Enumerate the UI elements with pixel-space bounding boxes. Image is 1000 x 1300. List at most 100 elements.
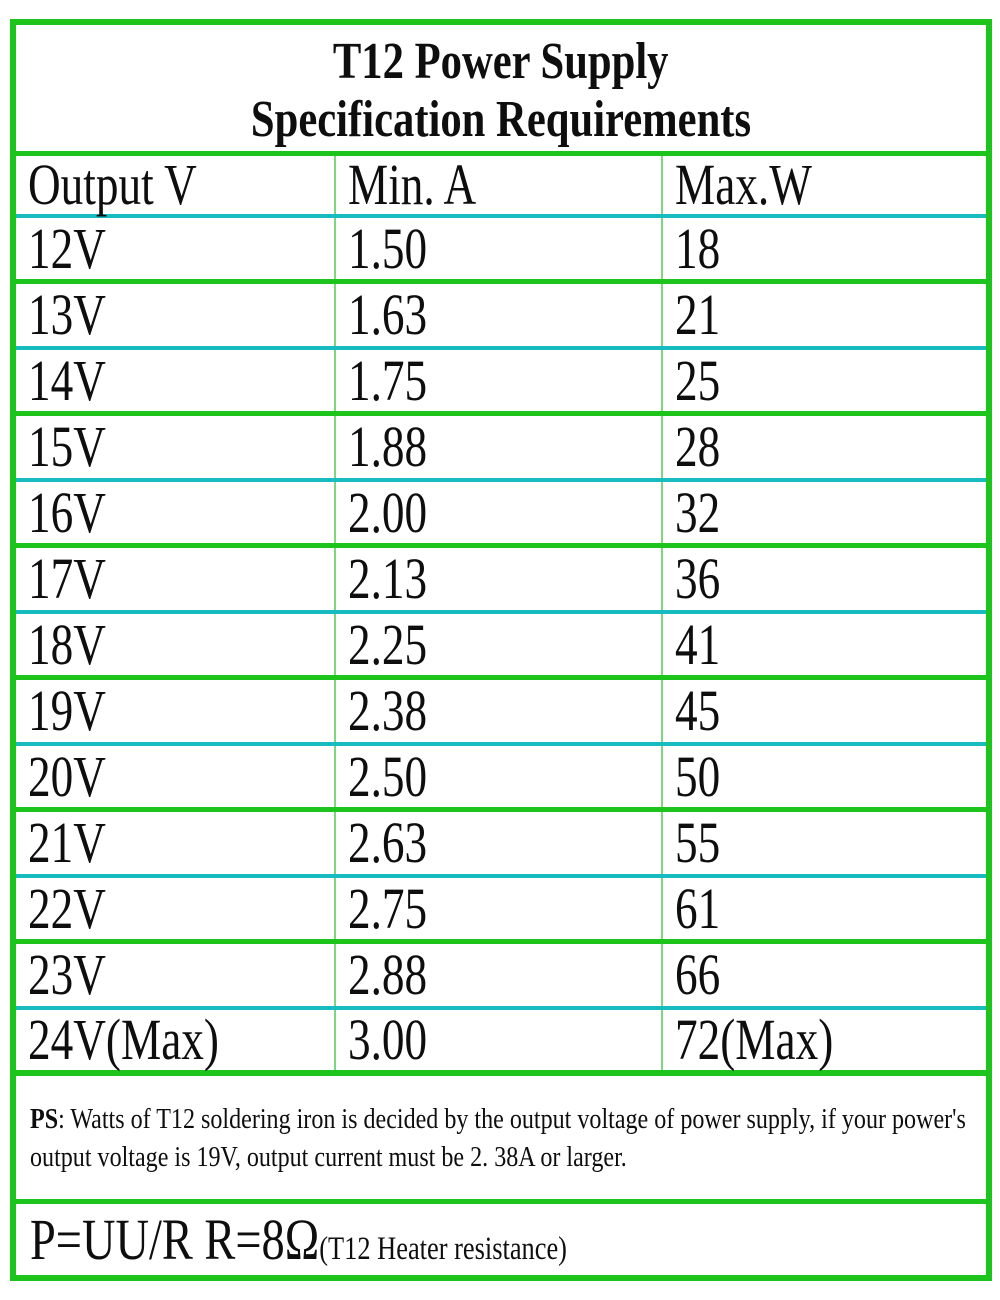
table-cell-text: 24V(Max)	[28, 1007, 219, 1072]
table-cell-text: 15V	[28, 414, 106, 479]
table-cell: 36	[661, 548, 986, 610]
table-row: 12V 1.50 18	[16, 218, 986, 284]
table-row: 21V 2.63 55	[16, 812, 986, 878]
page-title-line-1-text: T12 Power Supply	[333, 33, 669, 90]
table-row: 24V(Max) 3.00 72(Max)	[16, 1010, 986, 1076]
table-cell-text: 19V	[28, 678, 106, 743]
table-cell-text: 20V	[28, 743, 106, 809]
table-cell: 18V	[16, 614, 334, 675]
table-body: 12V 1.50 18 13V 1.63 21 14V 1.75 25 15V 1.88 28 16V 2…	[16, 218, 986, 1076]
ps-note-block: PS: Watts of T12 soldering iron is decid…	[16, 1076, 986, 1204]
table-cell: 2.88	[334, 944, 661, 1006]
table-cell-text: 2.25	[348, 611, 428, 677]
table-cell: 72(Max)	[661, 1010, 986, 1070]
formula-block: P=UU/R R=8Ω(T12 Heater resistance)	[16, 1204, 986, 1275]
table-cell-text: 25	[675, 347, 721, 413]
table-cell: 1.75	[334, 350, 661, 411]
table-cell: 61	[661, 878, 986, 939]
table-cell: 2.25	[334, 614, 661, 675]
table-cell: 20V	[16, 746, 334, 807]
table-title-block: T12 Power Supply Specification Requireme…	[16, 25, 986, 156]
table-header-row: Output V Min. A Max.W	[16, 156, 986, 218]
table-cell: 28	[661, 416, 986, 478]
table-row: 15V 1.88 28	[16, 416, 986, 482]
table-row: 22V 2.75 61	[16, 878, 986, 944]
table-cell-text: 72(Max)	[675, 1007, 834, 1072]
table-cell: 23V	[16, 944, 334, 1006]
table-cell-text: 50	[675, 743, 721, 809]
table-cell: 22V	[16, 878, 334, 939]
table-cell-text: 22V	[28, 875, 106, 941]
table-cell: 2.63	[334, 812, 661, 874]
table-cell-text: 3.00	[348, 1007, 428, 1072]
table-cell-text: 17V	[28, 546, 106, 611]
table-row: 17V 2.13 36	[16, 548, 986, 614]
formula-main: P=UU/R R=8Ω	[30, 1207, 320, 1272]
table-cell-text: 45	[675, 678, 721, 743]
table-cell: 18	[661, 218, 986, 279]
page-title-line-2-text: Specification Requirements	[250, 91, 752, 148]
table-cell: 2.38	[334, 680, 661, 742]
table-cell-text: 2.13	[348, 546, 428, 611]
table-cell: 55	[661, 812, 986, 874]
table-cell: 3.00	[334, 1010, 661, 1070]
table-cell-text: 18	[675, 215, 721, 281]
table-row: 14V 1.75 25	[16, 350, 986, 416]
table-cell: 13V	[16, 284, 334, 346]
table-cell-text: 21V	[28, 810, 106, 875]
table-cell-text: 1.50	[348, 215, 428, 281]
ps-note-text: PS: Watts of T12 soldering iron is decid…	[30, 1100, 976, 1176]
table-cell-text: 12V	[28, 215, 106, 281]
table-cell: 50	[661, 746, 986, 807]
table-cell: 25	[661, 350, 986, 411]
column-header-text: Output V	[28, 152, 197, 217]
column-header-min-a: Min. A	[334, 156, 661, 214]
formula-line: P=UU/R R=8Ω(T12 Heater resistance)	[30, 1206, 567, 1273]
column-header-output-v: Output V	[16, 156, 334, 214]
table-cell-text: 61	[675, 875, 721, 941]
table-cell-text: 2.00	[348, 479, 428, 545]
table-cell-text: 41	[675, 611, 721, 677]
table-row: 13V 1.63 21	[16, 284, 986, 350]
table-row: 23V 2.88 66	[16, 944, 986, 1010]
table-cell-text: 2.38	[348, 678, 428, 743]
table-cell: 16V	[16, 482, 334, 543]
table-row: 20V 2.50 50	[16, 746, 986, 812]
table-cell: 2.50	[334, 746, 661, 807]
table-cell-text: 1.75	[348, 347, 428, 413]
table-cell-text: 21	[675, 282, 721, 347]
table-cell-text: 2.75	[348, 875, 428, 941]
table-cell-text: 2.88	[348, 942, 428, 1007]
table-row: 19V 2.38 45	[16, 680, 986, 746]
table-cell-text: 55	[675, 810, 721, 875]
table-row: 18V 2.25 41	[16, 614, 986, 680]
table-cell: 1.50	[334, 218, 661, 279]
table-cell-text: 18V	[28, 611, 106, 677]
column-header-text: Min. A	[348, 152, 477, 217]
table-cell: 2.13	[334, 548, 661, 610]
ps-label: PS	[30, 1103, 59, 1135]
spec-table-frame: T12 Power Supply Specification Requireme…	[10, 19, 992, 1281]
formula-detail: (T12 Heater resistance)	[319, 1231, 567, 1267]
column-header-text: Max.W	[675, 152, 812, 217]
table-cell-text: 36	[675, 546, 721, 611]
table-cell-text: 2.63	[348, 810, 428, 875]
table-row: 16V 2.00 32	[16, 482, 986, 548]
page-title-line-2: Specification Requirements	[16, 91, 986, 149]
page-title-line-1: T12 Power Supply	[16, 33, 986, 91]
table-cell: 19V	[16, 680, 334, 742]
table-cell-text: 1.88	[348, 414, 428, 479]
table-cell: 1.88	[334, 416, 661, 478]
column-header-max-w: Max.W	[661, 156, 986, 214]
table-cell: 2.00	[334, 482, 661, 543]
table-cell: 21V	[16, 812, 334, 874]
table-cell: 15V	[16, 416, 334, 478]
table-cell: 12V	[16, 218, 334, 279]
table-cell-text: 28	[675, 414, 721, 479]
table-cell: 21	[661, 284, 986, 346]
table-cell: 24V(Max)	[16, 1010, 334, 1070]
table-cell: 1.63	[334, 284, 661, 346]
table-cell-text: 32	[675, 479, 721, 545]
table-cell: 66	[661, 944, 986, 1006]
